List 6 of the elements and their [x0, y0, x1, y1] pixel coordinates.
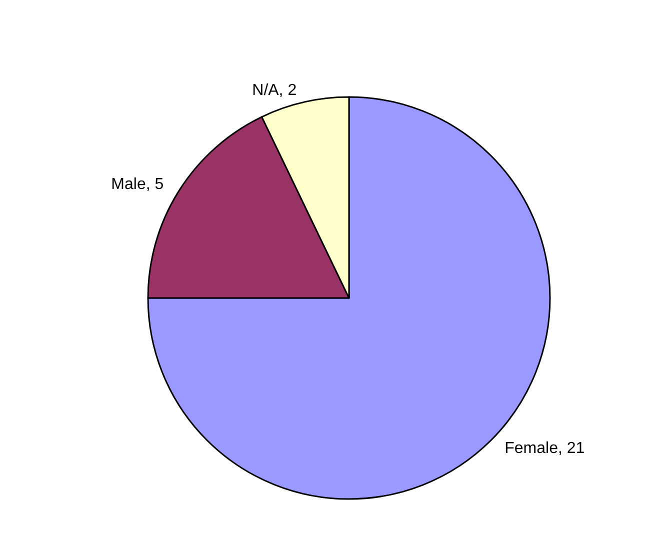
data-label: , 5 — [146, 176, 164, 194]
data-label: , 2 — [278, 82, 297, 99]
slice-label: Female — [504, 440, 558, 458]
slice-label: N/A — [252, 82, 280, 99]
data-label: , 21 — [558, 440, 585, 458]
slice-label: Male — [111, 176, 146, 194]
